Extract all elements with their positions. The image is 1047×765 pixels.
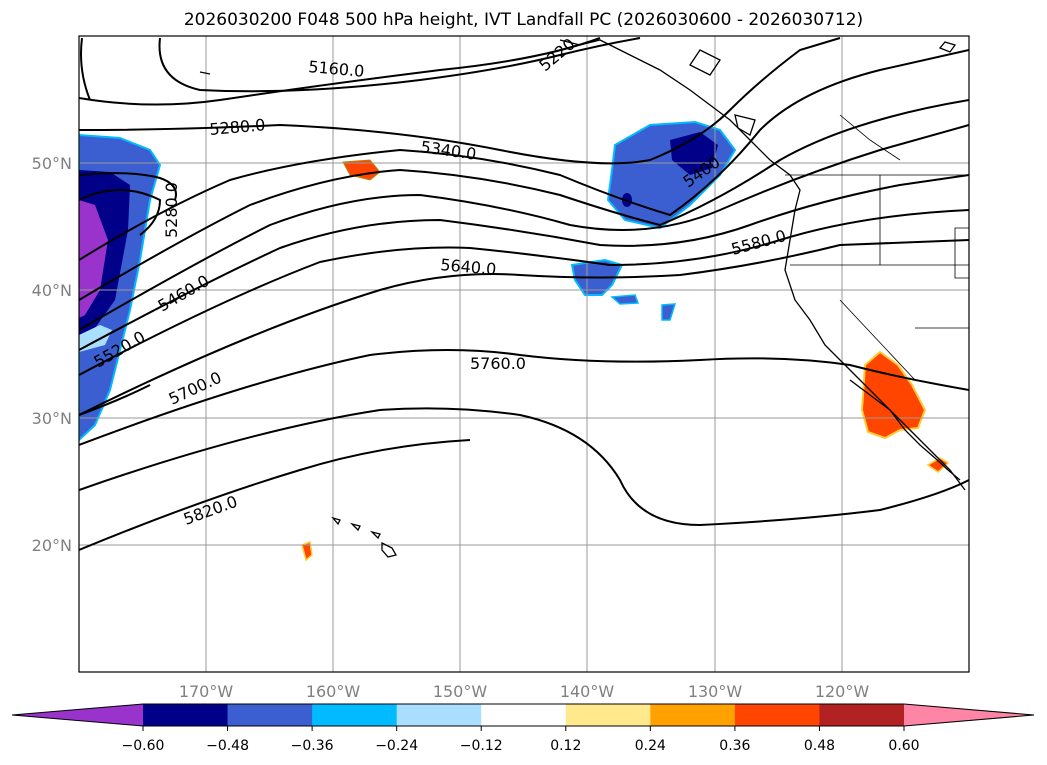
colorbar-tick-label: 0.60 xyxy=(888,738,919,754)
colorbar-tick-label: 0.24 xyxy=(635,738,666,754)
contour-label: 5280.0 xyxy=(209,115,266,139)
graticule xyxy=(79,36,969,672)
lat-label: 20°N xyxy=(32,536,72,555)
colorbar-segment xyxy=(227,704,313,726)
borders xyxy=(785,114,969,381)
colorbar-tick-label: −0.12 xyxy=(460,738,503,754)
colorbar-tick-label: 0.12 xyxy=(550,738,581,754)
coastlines xyxy=(199,39,966,558)
strong-negative-region-north xyxy=(670,132,718,175)
positive-region-north xyxy=(342,159,381,181)
colorbar-segment xyxy=(734,704,820,726)
colorbar-segment xyxy=(143,704,229,726)
contour-label: 5640.0 xyxy=(440,255,497,279)
positive-region-california xyxy=(860,350,927,440)
lon-label: 140°W xyxy=(560,682,615,701)
colorbar-tick-label: −0.36 xyxy=(291,738,334,754)
map-title: 2026030200 F048 500 hPa height, IVT Land… xyxy=(183,10,864,30)
colorbar-segment xyxy=(396,704,482,726)
extreme-negative-region-west xyxy=(79,200,108,318)
lon-label: 130°W xyxy=(688,682,743,701)
colorbar-tick-label: −0.48 xyxy=(206,738,249,754)
lat-label: 30°N xyxy=(32,409,72,428)
lat-label: 50°N xyxy=(32,154,72,173)
contour-label: 5280.0 xyxy=(162,182,181,238)
colorbar-tick-label: 0.48 xyxy=(804,738,835,754)
colorbar-segment xyxy=(481,704,567,726)
lat-labels: 50°N 40°N 30°N 20°N xyxy=(32,154,72,555)
colorbar-tick-label: −0.60 xyxy=(122,738,165,754)
positive-region-hawaii xyxy=(301,540,313,562)
lon-label: 170°W xyxy=(179,682,234,701)
lon-label: 160°W xyxy=(306,682,361,701)
negative-region-mid-2 xyxy=(610,294,640,305)
lon-label: 150°W xyxy=(433,682,488,701)
map-frame xyxy=(78,35,970,673)
contour-label: 5760.0 xyxy=(470,354,526,373)
map-background xyxy=(79,36,969,672)
colorbar: −0.60 −0.48 −0.36 −0.24 −0.12 0.12 0.24 0.36 0.4… xyxy=(11,703,1035,754)
colorbar-extend-left xyxy=(12,704,143,726)
negative-region-mid-3 xyxy=(661,303,677,321)
colorbar-extend-right xyxy=(904,704,1034,726)
colorbar-segment xyxy=(312,704,398,726)
colorbar-segment xyxy=(565,704,651,726)
lon-label: 120°W xyxy=(815,682,870,701)
height-contours xyxy=(79,37,969,551)
colorbar-tick-label: 0.36 xyxy=(719,738,750,754)
colorbar-segment xyxy=(650,704,736,726)
lon-labels: 170°W 160°W 150°W 140°W 130°W 120°W xyxy=(179,682,870,701)
colorbar-segment xyxy=(819,704,905,726)
lat-label: 40°N xyxy=(32,281,72,300)
colorbar-tick-label: −0.24 xyxy=(375,738,418,754)
contour-label: 5160.0 xyxy=(308,57,365,81)
positive-region-baja xyxy=(926,457,950,473)
